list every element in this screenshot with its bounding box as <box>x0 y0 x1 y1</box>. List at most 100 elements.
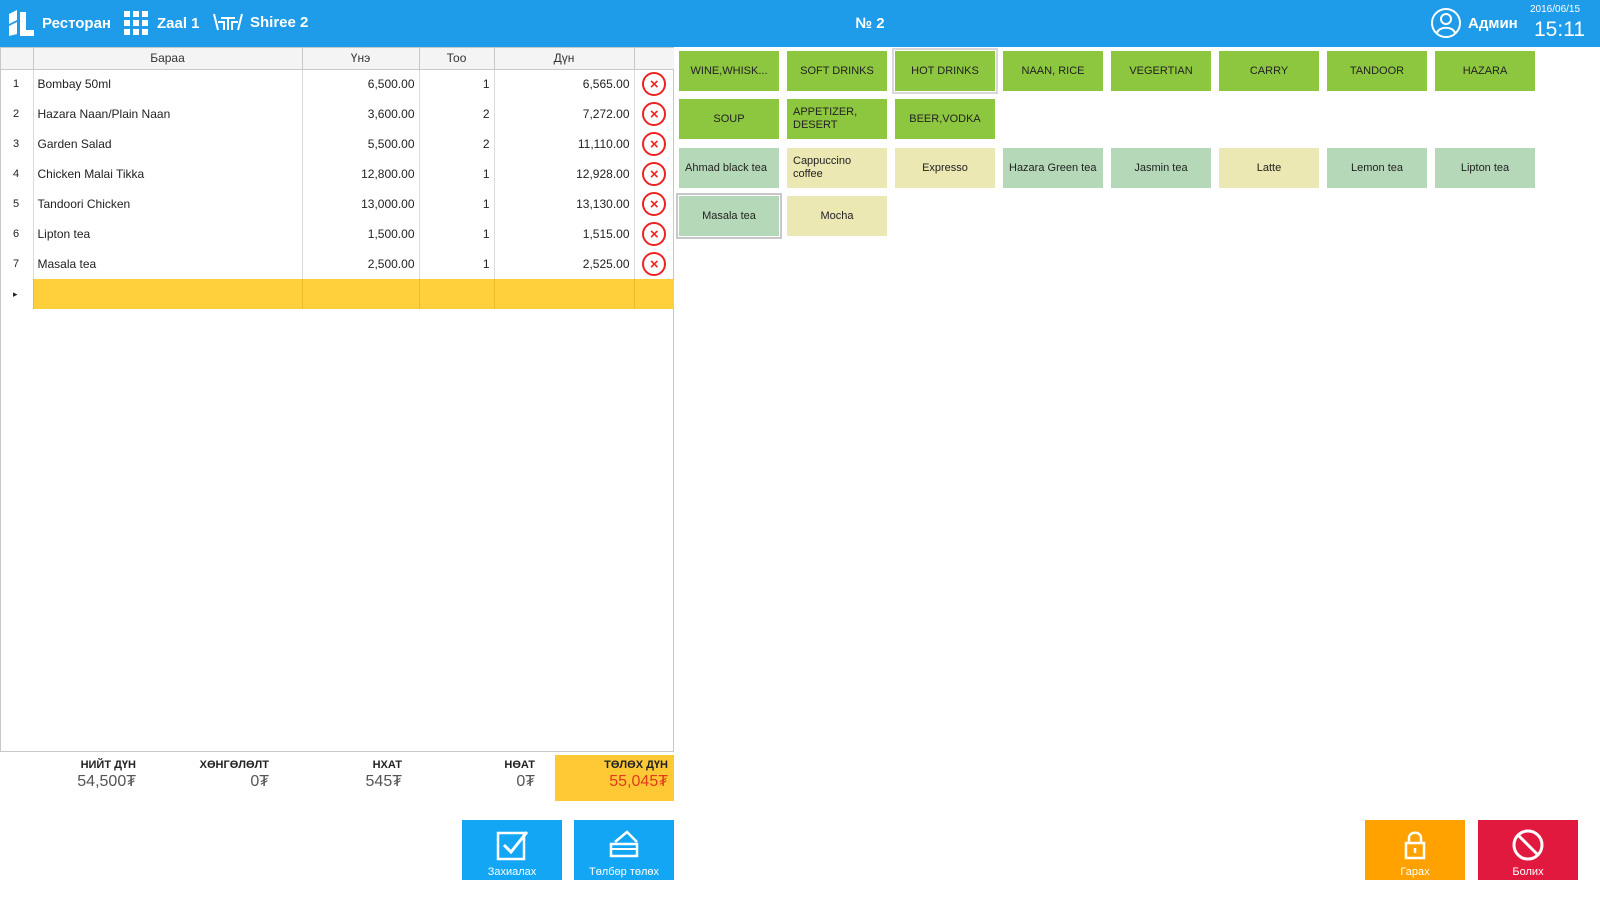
row-price[interactable]: 2,500.00 <box>302 249 420 279</box>
col-index <box>1 48 34 70</box>
row-qty[interactable]: 1 <box>419 189 495 219</box>
category-beer-vodka[interactable]: BEER,VODKA <box>895 99 995 139</box>
order-panel: Бараа Үнэ Тоо Дүн 1 Bombay 50ml 6,500.00… <box>0 47 674 752</box>
zone-selector[interactable]: Zaal 1 <box>123 10 200 36</box>
delete-row-icon[interactable]: × <box>642 72 667 97</box>
category-hot-drinks[interactable]: HOT DRINKS <box>892 48 998 94</box>
row-item-name[interactable]: Tandoori Chicken <box>33 189 303 219</box>
category-appetizer-desert[interactable]: APPETIZER, DESERT <box>787 99 887 139</box>
new-row-price-cell[interactable] <box>302 279 420 309</box>
nhat-summary: НХАТ 545₮ <box>269 755 402 801</box>
order-row[interactable]: 3 Garden Salad 5,500.00 2 11,110.00 × <box>1 129 674 159</box>
row-price[interactable]: 5,500.00 <box>302 129 420 159</box>
order-row[interactable]: 5 Tandoori Chicken 13,000.00 1 13,130.00… <box>1 189 674 219</box>
pay-button[interactable]: Төлбөр төлөх <box>574 820 674 880</box>
product-lemon-tea[interactable]: Lemon tea <box>1327 148 1427 188</box>
noat-label: НӨАТ <box>504 759 535 771</box>
user-name: Админ <box>1468 14 1518 32</box>
row-qty[interactable]: 1 <box>419 69 495 99</box>
total-value: 54,500₮ <box>77 773 136 790</box>
row-item-name[interactable]: Hazara Naan/Plain Naan <box>33 99 303 129</box>
product-ahmad-black-tea[interactable]: Ahmad black tea <box>679 148 779 188</box>
user-menu[interactable]: Админ <box>1430 7 1518 39</box>
place-order-button[interactable]: Захиалах <box>462 820 562 880</box>
new-item-row[interactable]: ▸ <box>1 279 674 309</box>
row-price[interactable]: 6,500.00 <box>302 69 420 99</box>
new-row-marker-icon: ▸ <box>1 279 34 309</box>
category-hazara[interactable]: HAZARA <box>1435 51 1535 91</box>
nhat-label: НХАТ <box>372 759 402 771</box>
row-sum: 2,525.00 <box>494 249 635 279</box>
dining-table-icon <box>213 13 243 31</box>
new-row-qty-cell[interactable] <box>419 279 495 309</box>
product-hazara-green-tea[interactable]: Hazara Green tea <box>1003 148 1103 188</box>
row-item-name[interactable]: Masala tea <box>33 249 303 279</box>
col-item[interactable]: Бараа <box>33 48 303 70</box>
category-wine-whisky[interactable]: WINE,WHISK... <box>679 51 779 91</box>
product-cappuccino-coffee[interactable]: Cappuccino coffee <box>787 148 887 188</box>
order-header-row: Бараа Үнэ Тоо Дүн <box>1 48 674 70</box>
new-row-item-cell[interactable] <box>33 279 303 309</box>
order-row[interactable]: 7 Masala tea 2,500.00 1 2,525.00 × <box>1 249 674 279</box>
row-delete-cell: × <box>634 219 674 249</box>
delete-row-icon[interactable]: × <box>642 132 667 156</box>
current-time: 15:11 <box>1534 18 1585 41</box>
delete-row-icon[interactable]: × <box>642 102 667 126</box>
pay-summary: ТӨЛӨХ ДҮН 55,045₮ <box>555 755 674 801</box>
row-item-name[interactable]: Chicken Malai Tikka <box>33 159 303 189</box>
order-row[interactable]: 2 Hazara Naan/Plain Naan 3,600.00 2 7,27… <box>1 99 674 129</box>
category-carry[interactable]: CARRY <box>1219 51 1319 91</box>
sl-logo-icon <box>9 10 34 36</box>
delete-row-icon[interactable]: × <box>642 162 667 186</box>
delete-row-icon[interactable]: × <box>642 252 667 276</box>
pay-value: 55,045₮ <box>609 773 668 790</box>
row-qty[interactable]: 2 <box>419 129 495 159</box>
order-row[interactable]: 4 Chicken Malai Tikka 12,800.00 1 12,928… <box>1 159 674 189</box>
category-soup[interactable]: SOUP <box>679 99 779 139</box>
new-row-sum-cell <box>494 279 635 309</box>
product-masala-tea[interactable]: Masala tea <box>676 193 782 239</box>
exit-button[interactable]: Гарах <box>1365 820 1465 880</box>
row-qty[interactable]: 2 <box>419 99 495 129</box>
brand[interactable]: Ресторан <box>6 8 111 38</box>
table-selector[interactable]: Shiree 2 <box>212 10 308 34</box>
col-sum[interactable]: Дүн <box>494 48 635 70</box>
row-sum: 6,565.00 <box>494 69 635 99</box>
exit-label: Гарах <box>1400 866 1430 878</box>
order-row[interactable]: 6 Lipton tea 1,500.00 1 1,515.00 × <box>1 219 674 249</box>
row-price[interactable]: 12,800.00 <box>302 159 420 189</box>
delete-row-icon[interactable]: × <box>642 192 667 216</box>
row-item-name[interactable]: Lipton tea <box>33 219 303 249</box>
product-lipton-tea[interactable]: Lipton tea <box>1435 148 1535 188</box>
zone-label: Zaal 1 <box>157 14 200 32</box>
order-table: Бараа Үнэ Тоо Дүн 1 Bombay 50ml 6,500.00… <box>1 48 674 309</box>
col-price[interactable]: Үнэ <box>302 48 420 70</box>
row-number: 3 <box>1 129 34 159</box>
row-number: 6 <box>1 219 34 249</box>
row-qty[interactable]: 1 <box>419 249 495 279</box>
row-price[interactable]: 3,600.00 <box>302 99 420 129</box>
cancel-button[interactable]: Болих <box>1478 820 1578 880</box>
product-mocha[interactable]: Mocha <box>787 196 887 236</box>
cancel-label: Болих <box>1512 866 1544 878</box>
col-qty[interactable]: Тоо <box>419 48 495 70</box>
category-vegetarian[interactable]: VEGERTIAN <box>1111 51 1211 91</box>
row-qty[interactable]: 1 <box>419 159 495 189</box>
row-delete-cell: × <box>634 129 674 159</box>
product-jasmin-tea[interactable]: Jasmin tea <box>1111 148 1211 188</box>
noat-value: 0₮ <box>516 773 535 790</box>
order-row[interactable]: 1 Bombay 50ml 6,500.00 1 6,565.00 × <box>1 69 674 99</box>
product-latte[interactable]: Latte <box>1219 148 1319 188</box>
row-item-name[interactable]: Garden Salad <box>33 129 303 159</box>
category-naan-rice[interactable]: NAAN, RICE <box>1003 51 1103 91</box>
row-qty[interactable]: 1 <box>419 219 495 249</box>
product-expresso[interactable]: Expresso <box>895 148 995 188</box>
row-delete-cell: × <box>634 99 674 129</box>
row-price[interactable]: 1,500.00 <box>302 219 420 249</box>
row-price[interactable]: 13,000.00 <box>302 189 420 219</box>
row-item-name[interactable]: Bombay 50ml <box>33 69 303 99</box>
row-sum: 1,515.00 <box>494 219 635 249</box>
category-tandoor[interactable]: TANDOOR <box>1327 51 1427 91</box>
category-soft-drinks[interactable]: SOFT DRINKS <box>787 51 887 91</box>
delete-row-icon[interactable]: × <box>642 222 667 246</box>
